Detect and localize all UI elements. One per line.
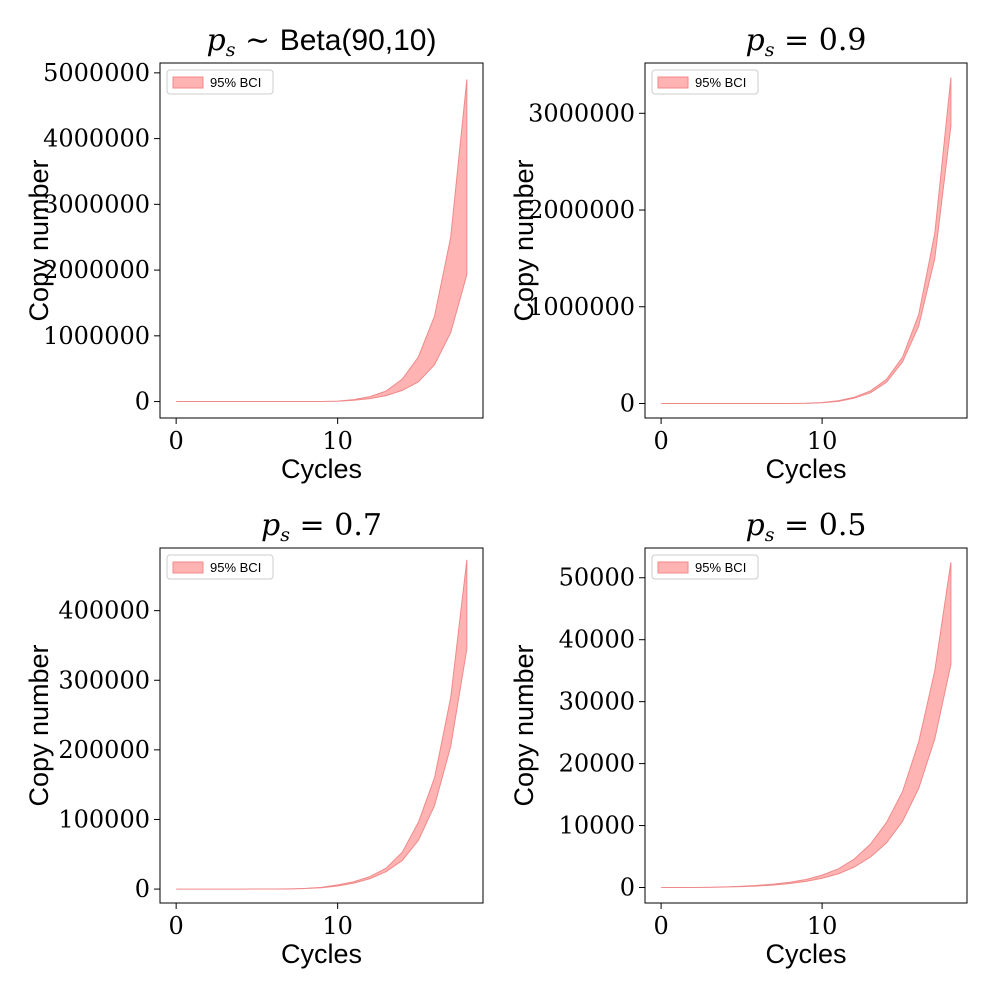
y-tick-label: 0 [135, 388, 150, 416]
y-tick-label: 2000000 [43, 256, 150, 284]
y-tick-label: 1000000 [528, 293, 635, 321]
subplot-title: ps = 0.7 [261, 508, 382, 546]
y-tick-label: 300000 [58, 666, 150, 694]
y-tick-label: 3000000 [43, 190, 150, 218]
legend-swatch [172, 76, 204, 89]
bci-band [176, 79, 468, 403]
y-tick-label: 0 [135, 875, 150, 903]
legend-swatch [172, 561, 204, 574]
y-axis-label: Copy number [24, 159, 54, 321]
y-tick-label: 400000 [58, 597, 150, 625]
y-tick-label: 3000000 [528, 99, 635, 127]
y-tick-label: 0 [620, 874, 635, 902]
x-tick-label: 0 [169, 427, 184, 455]
y-tick-label: 0 [620, 389, 635, 417]
legend-label: 95% BCI [210, 75, 261, 90]
subplot-title: ps = 0.9 [746, 23, 867, 61]
bci-band [661, 77, 952, 404]
axes-frame [159, 62, 484, 419]
axes-frame [644, 547, 968, 904]
x-tick-label: 0 [653, 427, 668, 455]
subplot-title: ps ∼ Beta(90,10) [207, 23, 437, 61]
bci-band [176, 559, 468, 890]
y-tick-label: 20000 [559, 750, 635, 778]
subplot-3: 0 10 0 100000 200000 300000 400000 Cycles Copy n… [24, 508, 484, 969]
y-tick-label: 4000000 [43, 125, 150, 153]
x-axis-label: Cycles [765, 939, 846, 969]
y-tick-label: 10000 [559, 812, 635, 840]
bci-band [661, 562, 952, 889]
x-tick-label: 0 [169, 912, 184, 940]
x-axis-label: Cycles [281, 454, 362, 484]
x-tick-label: 10 [807, 427, 838, 455]
x-tick-label: 0 [653, 912, 668, 940]
subplot-4: 0 10 0 10000 20000 30000 40000 50000 Cycles Copy … [509, 508, 968, 969]
x-axis-label: Cycles [765, 454, 846, 484]
legend-label: 95% BCI [210, 560, 261, 575]
y-tick-label: 50000 [559, 564, 635, 592]
y-tick-label: 2000000 [528, 196, 635, 224]
y-tick-label: 100000 [58, 805, 150, 833]
x-tick-label: 10 [322, 912, 353, 940]
legend-label: 95% BCI [695, 75, 746, 90]
subplot-2: 0 10 0 1000000 2000000 3000000 Cycles Copy numb… [509, 23, 968, 484]
subplot-1: 0 10 0 1000000 2000000 3000000 4000000 5000000 C… [24, 23, 484, 484]
y-axis-label: Copy number [509, 159, 539, 321]
subplot-title: ps = 0.5 [746, 508, 867, 546]
y-tick-label: 5000000 [43, 59, 150, 87]
x-tick-label: 10 [807, 912, 838, 940]
y-tick-label: 1000000 [43, 322, 150, 350]
x-tick-label: 10 [322, 427, 353, 455]
legend-swatch [657, 561, 689, 574]
y-tick-label: 40000 [559, 626, 635, 654]
axes-frame [644, 62, 968, 419]
legend-label: 95% BCI [695, 560, 746, 575]
y-tick-label: 30000 [559, 688, 635, 716]
y-axis-label: Copy number [509, 644, 539, 806]
legend-swatch [657, 76, 689, 89]
axes-frame [159, 547, 484, 904]
x-axis-label: Cycles [281, 939, 362, 969]
y-tick-label: 200000 [58, 736, 150, 764]
y-axis-label: Copy number [24, 644, 54, 806]
